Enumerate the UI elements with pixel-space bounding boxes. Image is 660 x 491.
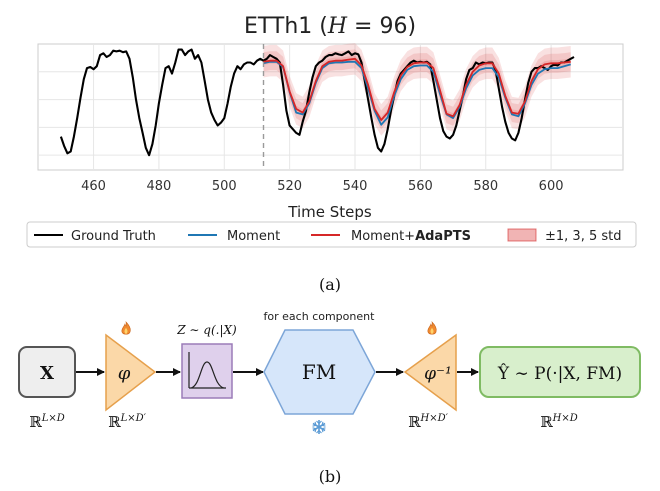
plot-area [37,43,624,171]
fm-caption: for each component [264,310,376,323]
latent-dist-box [181,343,233,399]
output-label: Ŷ ∼ P(·|X, FM) [497,363,622,384]
fm-hexagon [263,329,376,415]
encoder-triangle [105,333,157,412]
decoder-triangle [403,333,457,412]
grid-lines [38,44,623,170]
x-tick-label: 580 [473,179,498,194]
input-space: ℝL×D [29,413,65,431]
fm-label: FM [302,360,336,384]
flame-icon [427,321,437,335]
legend-swatch-std [507,228,537,242]
output-space: ℝH×D [540,413,578,431]
decoder-space: ℝH×D′ [408,413,449,431]
pipeline-diagram: X ℝL×D φ ℝL×D′ Z ∼ q(.|X) for each compo… [18,310,641,486]
moment-adapts-line [263,57,571,121]
latent-dist-label: Z ∼ q(.|X) [176,323,237,337]
input-label: X [40,363,54,384]
output-box [479,346,641,398]
x-tick-label: 560 [408,179,433,194]
x-tick-label: 540 [343,179,368,194]
encoder-label: φ [118,363,131,384]
x-tick-label: 500 [212,179,237,194]
decoder-label: φ⁻¹ [424,364,452,384]
legend-label-moment-adapts: Moment+AdaPTS [351,229,471,244]
legend: Ground Truth Moment Moment+AdaPTS ±1, 3,… [26,221,637,248]
legend-label-ground-truth: Ground Truth [71,229,156,244]
chart: ETTh1 (H = 96) 460 480 500 520 540 560 580 600 … [26,14,637,294]
x-tick-label: 600 [539,179,564,194]
chart-title: ETTh1 (H = 96) [244,14,416,39]
x-tick-label: 460 [81,179,106,194]
x-tick-labels: 460 480 500 520 540 560 580 600 [81,179,563,194]
flame-icon [121,321,131,335]
gaussian-curve-icon [188,352,226,389]
series-lines [59,48,575,157]
legend-label-moment: Moment [227,229,280,244]
input-box [18,346,76,398]
panel-b-label: (b) [319,467,342,486]
x-tick-label: 480 [147,179,172,194]
panel-a-label: (a) [319,275,341,294]
snowflake-icon [312,420,326,434]
legend-label-std: ±1, 3, 5 std [545,229,622,244]
x-axis-label: Time Steps [287,203,372,221]
x-tick-label: 520 [277,179,302,194]
encoder-space: ℝL×D′ [108,413,147,431]
